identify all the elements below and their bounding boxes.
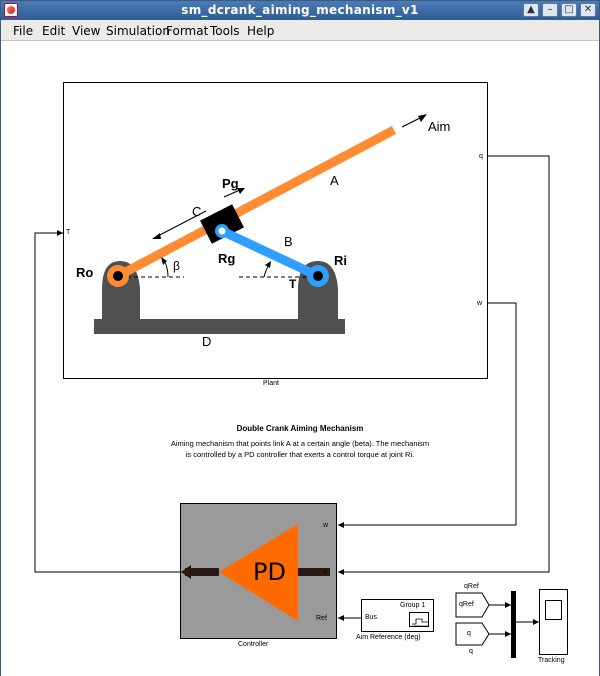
beta-label: β <box>173 259 180 273</box>
model-canvas[interactable]: Aim A Pg C B Rg Ri Ro β T D T q w Plant … <box>1 42 599 676</box>
up-icon[interactable]: ▲ <box>523 3 539 17</box>
controller-in-port-ref: Ref <box>316 615 327 622</box>
menu-format[interactable]: Format <box>166 24 209 38</box>
menu-edit[interactable]: Edit <box>42 24 66 38</box>
from-q-label: q <box>469 648 473 655</box>
plant-out-port-q: q <box>479 153 483 160</box>
controller-in-port-w: w <box>323 522 329 529</box>
torque-label: T <box>289 277 297 291</box>
controller-in-port-q: q <box>323 568 327 575</box>
aim-group-label: Group 1 <box>400 602 426 609</box>
plant-block[interactable]: Aim A Pg C B Rg Ri Ro β T D T q w <box>63 82 488 379</box>
menu-view[interactable]: View <box>72 24 101 38</box>
signal-lines <box>34 155 550 637</box>
controller-label: Controller <box>238 641 269 648</box>
minimize-button[interactable]: – <box>542 3 558 17</box>
link-d-label: D <box>202 334 212 349</box>
pd-symbol: PD <box>253 558 286 586</box>
link-a-label: A <box>330 173 339 188</box>
ro-label: Ro <box>76 265 94 280</box>
window-title: sm_dcrank_aiming_mechanism_v1 <box>181 3 419 17</box>
maximize-button[interactable]: □ <box>561 3 577 17</box>
tracking-scope-label: Tracking <box>538 657 565 664</box>
from-qref-label: qRef <box>464 583 479 590</box>
matlab-icon <box>4 3 18 17</box>
plant-out-port-w: w <box>477 300 483 307</box>
plant-label: Plant <box>263 380 279 387</box>
aim-bus-label: Bus <box>365 614 378 621</box>
signal-builder-icon <box>409 612 429 627</box>
aim-reference-block[interactable]: Group 1 Bus <box>361 599 434 632</box>
title-bar[interactable]: sm_dcrank_aiming_mechanism_v1 ▲ – □ ✕ <box>1 1 599 20</box>
link-c-label: C <box>192 204 202 219</box>
menu-file[interactable]: File <box>13 24 34 38</box>
menu-tools[interactable]: Tools <box>210 24 240 38</box>
pg-label: Pg <box>222 176 239 191</box>
description-line-2: is controlled by a PD controller that ex… <box>185 450 415 459</box>
menu-bar: File Edit View Simulation Format Tools H… <box>1 20 599 41</box>
aim-reference-label: Aim Reference (deg) <box>356 634 421 641</box>
from-q-tag[interactable]: q <box>467 630 471 637</box>
pd-diagram <box>181 524 330 621</box>
controller-block[interactable]: PD w q Ref <box>180 503 337 639</box>
tracking-scope-block[interactable] <box>539 589 568 655</box>
from-tags <box>455 592 490 646</box>
aim-label: Aim <box>428 119 451 134</box>
rg-label: Rg <box>218 251 236 266</box>
plant-in-port-t: T <box>66 229 71 236</box>
menu-help[interactable]: Help <box>247 24 275 38</box>
menu-simulation[interactable]: Simulation <box>106 24 170 38</box>
scope-icon <box>545 600 562 620</box>
ri-label: Ri <box>334 253 347 268</box>
close-button[interactable]: ✕ <box>580 3 596 17</box>
from-qref-tag[interactable]: qRef <box>459 601 474 608</box>
description-line-1: Aiming mechanism that points link A at a… <box>170 439 430 448</box>
mux-block[interactable] <box>511 591 516 658</box>
description-title: Double Crank Aiming Mechanism <box>236 424 364 433</box>
mechanism-diagram <box>94 114 427 334</box>
link-b-label: B <box>284 234 293 249</box>
